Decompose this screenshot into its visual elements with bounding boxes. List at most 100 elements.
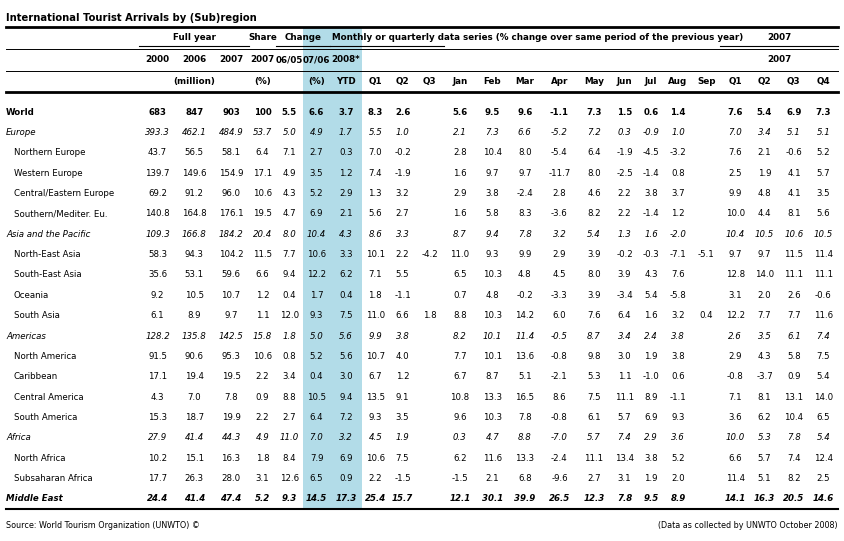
Text: 5.7: 5.7 (816, 169, 830, 178)
Text: 9.7: 9.7 (518, 169, 532, 178)
Text: 3.3: 3.3 (339, 250, 353, 259)
Text: 7.0: 7.0 (369, 148, 382, 157)
Text: 7.5: 7.5 (339, 311, 353, 320)
Text: 3.5: 3.5 (758, 332, 771, 340)
Text: 7.0: 7.0 (187, 393, 201, 401)
Text: 9.3: 9.3 (485, 250, 499, 259)
Text: 484.9: 484.9 (219, 128, 243, 137)
Text: 9.7: 9.7 (758, 250, 771, 259)
Text: 1.4: 1.4 (670, 108, 686, 117)
Text: Q1: Q1 (369, 77, 382, 86)
Text: 0.4: 0.4 (310, 372, 323, 381)
Text: 12.4: 12.4 (814, 453, 833, 463)
Text: 4.0: 4.0 (396, 352, 409, 361)
Text: 6.4: 6.4 (618, 311, 631, 320)
Text: -1.1: -1.1 (394, 291, 411, 300)
Text: 5.4: 5.4 (645, 291, 658, 300)
Text: 847: 847 (185, 108, 203, 117)
Text: 14.0: 14.0 (814, 393, 833, 401)
Text: -0.2: -0.2 (394, 148, 411, 157)
Text: 10.1: 10.1 (483, 352, 502, 361)
Text: -1.1: -1.1 (669, 393, 686, 401)
Text: -0.3: -0.3 (643, 250, 660, 259)
Text: 11.5: 11.5 (253, 250, 272, 259)
Text: World: World (6, 108, 35, 117)
Text: -1.5: -1.5 (452, 474, 468, 483)
Text: 94.3: 94.3 (185, 250, 204, 259)
Text: 17.1: 17.1 (253, 169, 272, 178)
Text: 2007: 2007 (219, 56, 243, 64)
Text: -5.4: -5.4 (551, 148, 568, 157)
Text: 19.4: 19.4 (185, 372, 204, 381)
Text: 10.5: 10.5 (755, 230, 774, 239)
Text: 11.4: 11.4 (515, 332, 534, 340)
Text: -5.1: -5.1 (698, 250, 715, 259)
Text: 96.0: 96.0 (221, 189, 241, 198)
Text: 5.2: 5.2 (671, 453, 684, 463)
Text: 3.2: 3.2 (396, 189, 409, 198)
Text: 4.1: 4.1 (787, 189, 801, 198)
Text: 12.0: 12.0 (279, 311, 299, 320)
Text: 11.0: 11.0 (365, 311, 385, 320)
Text: 13.6: 13.6 (515, 352, 534, 361)
Text: 4.8: 4.8 (518, 270, 532, 280)
Text: 1.2: 1.2 (671, 209, 684, 219)
Text: -5.8: -5.8 (669, 291, 686, 300)
Text: 56.5: 56.5 (185, 148, 204, 157)
Text: 5.3: 5.3 (758, 433, 771, 443)
Text: 128.2: 128.2 (145, 332, 170, 340)
Text: -7.1: -7.1 (669, 250, 686, 259)
Text: 683: 683 (149, 108, 166, 117)
Text: 1.6: 1.6 (644, 230, 658, 239)
Text: North Africa: North Africa (14, 453, 66, 463)
Text: 7.4: 7.4 (618, 433, 631, 443)
Text: 9.6: 9.6 (517, 108, 533, 117)
Text: YTD: YTD (336, 77, 356, 86)
Text: 2.2: 2.2 (256, 413, 269, 422)
Text: 11.5: 11.5 (784, 250, 803, 259)
Text: 1.3: 1.3 (618, 230, 631, 239)
Text: 5.5: 5.5 (282, 108, 297, 117)
Text: 7.0: 7.0 (728, 128, 742, 137)
Text: 3.5: 3.5 (310, 169, 323, 178)
Text: 5.5: 5.5 (369, 128, 382, 137)
Text: 6.6: 6.6 (396, 311, 409, 320)
Text: 4.9: 4.9 (256, 433, 269, 443)
Text: 8.1: 8.1 (787, 209, 801, 219)
Text: Middle East: Middle East (6, 494, 62, 503)
Text: 7.5: 7.5 (816, 352, 830, 361)
Text: 91.5: 91.5 (148, 352, 167, 361)
Text: 2000: 2000 (145, 56, 170, 64)
Text: 8.2: 8.2 (787, 474, 801, 483)
Text: 2.9: 2.9 (553, 250, 566, 259)
Text: 2.1: 2.1 (453, 128, 467, 137)
Text: 8.0: 8.0 (283, 230, 296, 239)
Text: 95.3: 95.3 (221, 352, 241, 361)
Text: 2.5: 2.5 (728, 169, 742, 178)
Text: 0.3: 0.3 (453, 433, 467, 443)
Text: -5.2: -5.2 (551, 128, 568, 137)
Text: 41.4: 41.4 (184, 494, 205, 503)
Text: 4.8: 4.8 (485, 291, 499, 300)
Text: 2.4: 2.4 (644, 332, 658, 340)
Text: 20.5: 20.5 (783, 494, 804, 503)
Text: 6.6: 6.6 (518, 128, 532, 137)
Text: 1.2: 1.2 (256, 291, 269, 300)
Text: 5.0: 5.0 (310, 332, 323, 340)
Text: 2.1: 2.1 (339, 209, 353, 219)
Text: 100: 100 (254, 108, 272, 117)
Text: Jan: Jan (452, 77, 468, 86)
Text: International Tourist Arrivals by (Sub)region: International Tourist Arrivals by (Sub)r… (6, 13, 257, 23)
Text: 7.6: 7.6 (671, 270, 684, 280)
Text: 24.4: 24.4 (147, 494, 168, 503)
Text: 6.1: 6.1 (587, 413, 601, 422)
Text: 7.4: 7.4 (816, 332, 830, 340)
Text: 15.3: 15.3 (148, 413, 167, 422)
Text: -7.0: -7.0 (551, 433, 568, 443)
Text: 10.6: 10.6 (365, 453, 385, 463)
Text: 4.3: 4.3 (758, 352, 771, 361)
Text: 2006: 2006 (182, 56, 207, 64)
Text: Change: Change (284, 34, 322, 43)
Text: 393.3: 393.3 (145, 128, 170, 137)
Text: 7.8: 7.8 (787, 433, 801, 443)
